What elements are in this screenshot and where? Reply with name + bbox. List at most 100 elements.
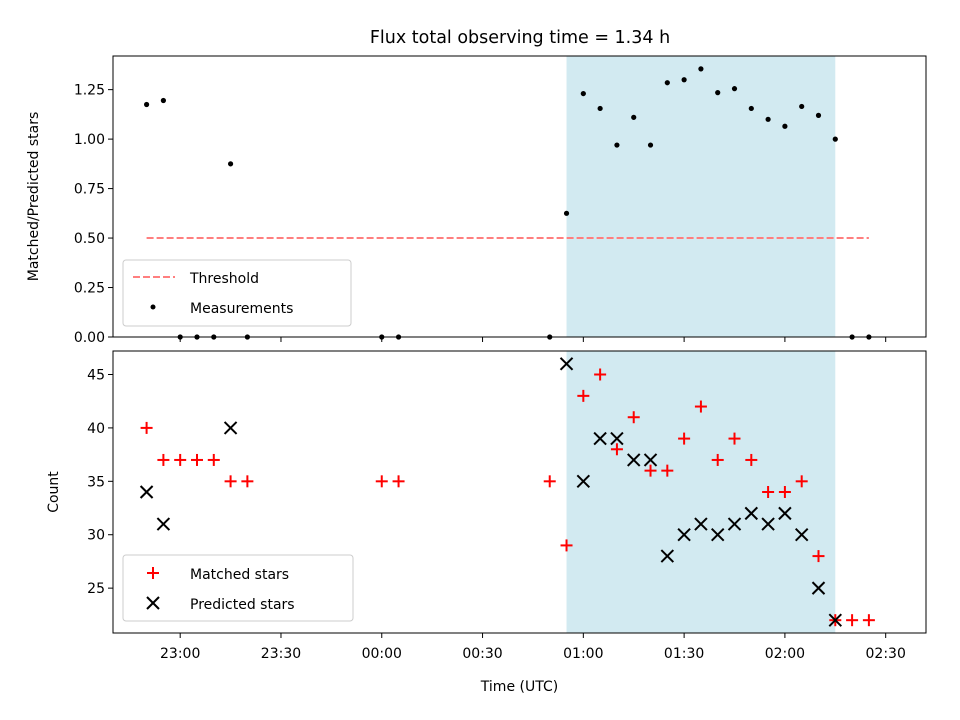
measurement-point: [815, 112, 822, 118]
matched-stars-point: [846, 614, 859, 627]
matched-stars-point: [745, 453, 758, 466]
count-panel-frame: [112, 350, 927, 634]
matched-stars-point: [224, 475, 237, 488]
measurement-point: [597, 105, 603, 112]
measurement-point: [227, 161, 234, 167]
matched-stars-point: [174, 453, 187, 466]
predicted-stars-point: [156, 517, 171, 531]
measurement-point: [580, 90, 586, 97]
predicted-stars-point: [727, 517, 742, 531]
predicted-stars-point: [593, 431, 607, 446]
legend-measurements-swatch: [150, 304, 156, 310]
observing-span: [566, 56, 836, 337]
measurement-point: [160, 97, 166, 104]
measurement-point: [782, 123, 788, 129]
y-tick-label: 0.50: [74, 231, 105, 247]
predicted-stars-point: [778, 506, 792, 521]
y-tick-label: 25: [87, 581, 105, 597]
predicted-stars-point: [794, 528, 809, 542]
predicted-stars-point: [139, 485, 154, 499]
y-tick-label: 0.75: [74, 182, 105, 198]
predicted-stars-point: [828, 613, 843, 627]
legend-threshold-label: Threshold: [189, 271, 259, 287]
y-tick-label: 1.25: [74, 83, 105, 99]
matched-stars-point: [560, 539, 573, 552]
matched-stars-point: [241, 475, 254, 488]
matched-stars-point: [594, 368, 607, 381]
matched-stars-point: [543, 475, 556, 488]
y-tick-label: 30: [87, 528, 105, 544]
measurement-point: [614, 142, 620, 148]
x-tick-label: 00:00: [362, 646, 402, 662]
x-tick-label: 02:30: [866, 646, 906, 662]
matched-stars-point: [375, 475, 388, 488]
observing-span: [566, 351, 836, 633]
matched-stars-point: [610, 443, 623, 456]
count-legend: Matched stars Predicted stars: [122, 554, 354, 622]
predicted-stars-point: [223, 421, 238, 435]
measurement-point: [647, 142, 654, 148]
legend-predicted-label: Predicted stars: [190, 597, 295, 613]
y-tick-label: 0.25: [74, 281, 105, 297]
matched-stars-point: [862, 614, 875, 627]
predicted-stars-point: [761, 517, 775, 531]
matched-stars-point: [627, 411, 640, 424]
matched-stars-point: [140, 421, 153, 434]
matched-stars-point: [728, 432, 741, 445]
matched-stars-point: [190, 453, 203, 466]
predicted-stars-point: [677, 528, 691, 542]
measurement-point: [832, 136, 838, 142]
count-legend-box: [122, 554, 354, 622]
y-tick-label: 35: [87, 474, 105, 490]
x-tick-label: 23:00: [160, 646, 200, 662]
x-tick-label: 02:00: [765, 646, 805, 662]
y-tick-label: 45: [87, 368, 105, 384]
matched-stars-point: [694, 400, 707, 413]
ratio-panel-frame: [112, 55, 927, 338]
measurement-point: [681, 77, 687, 83]
legend-matched-label: Matched stars: [190, 567, 289, 583]
matched-stars-point: [812, 550, 825, 563]
matched-stars-point: [661, 464, 674, 477]
count-y-axis-label: Count: [46, 471, 62, 513]
predicted-stars-point: [610, 431, 624, 446]
measurement-point: [664, 80, 670, 86]
matched-stars-point: [207, 453, 220, 466]
chart-title: Flux total observing time = 1.34 h: [370, 28, 670, 48]
ratio-legend: Threshold Measurements: [122, 259, 352, 327]
legend-predicted-swatch: [146, 596, 160, 610]
measurement-point: [698, 66, 704, 72]
predicted-stars-point: [643, 453, 658, 467]
matched-stars-point: [157, 453, 170, 466]
x-tick-label: 01:30: [664, 646, 704, 662]
measurement-point: [799, 103, 805, 110]
matched-stars-point: [577, 389, 590, 402]
measurement-point: [748, 105, 754, 112]
y-tick-label: 0.00: [74, 330, 105, 346]
x-tick-label: 23:30: [261, 646, 301, 662]
predicted-stars-point: [694, 517, 708, 531]
x-axis-label: Time (UTC): [480, 679, 558, 695]
measurement-point: [765, 116, 771, 122]
matched-stars-point: [762, 486, 775, 498]
ratio-legend-box: [122, 259, 352, 327]
ratio-y-axis-label: Matched/Predicted stars: [26, 112, 42, 282]
predicted-stars-point: [660, 549, 675, 563]
matched-stars-point: [644, 464, 657, 477]
matched-stars-point: [778, 486, 791, 498]
x-tick-label: 00:30: [462, 646, 502, 662]
y-tick-label: 1.00: [74, 132, 105, 148]
predicted-stars-point: [576, 474, 591, 489]
ratio-panel: 0.00 0.25 0.50 0.75 1.00 1.25 Matched/Predict…: [26, 55, 927, 346]
predicted-stars-point: [627, 453, 641, 467]
matched-stars-point: [795, 475, 808, 488]
y-tick-label: 40: [87, 421, 105, 437]
count-panel: 25 30 35 40 45 23:00 23:30 00:00 00:30 01:00 01:3…: [46, 350, 927, 695]
measurement-point: [731, 86, 738, 92]
measurement-point: [715, 90, 721, 96]
predicted-stars-point: [559, 357, 574, 371]
predicted-stars-point: [811, 581, 826, 595]
matched-stars-point: [392, 475, 405, 488]
